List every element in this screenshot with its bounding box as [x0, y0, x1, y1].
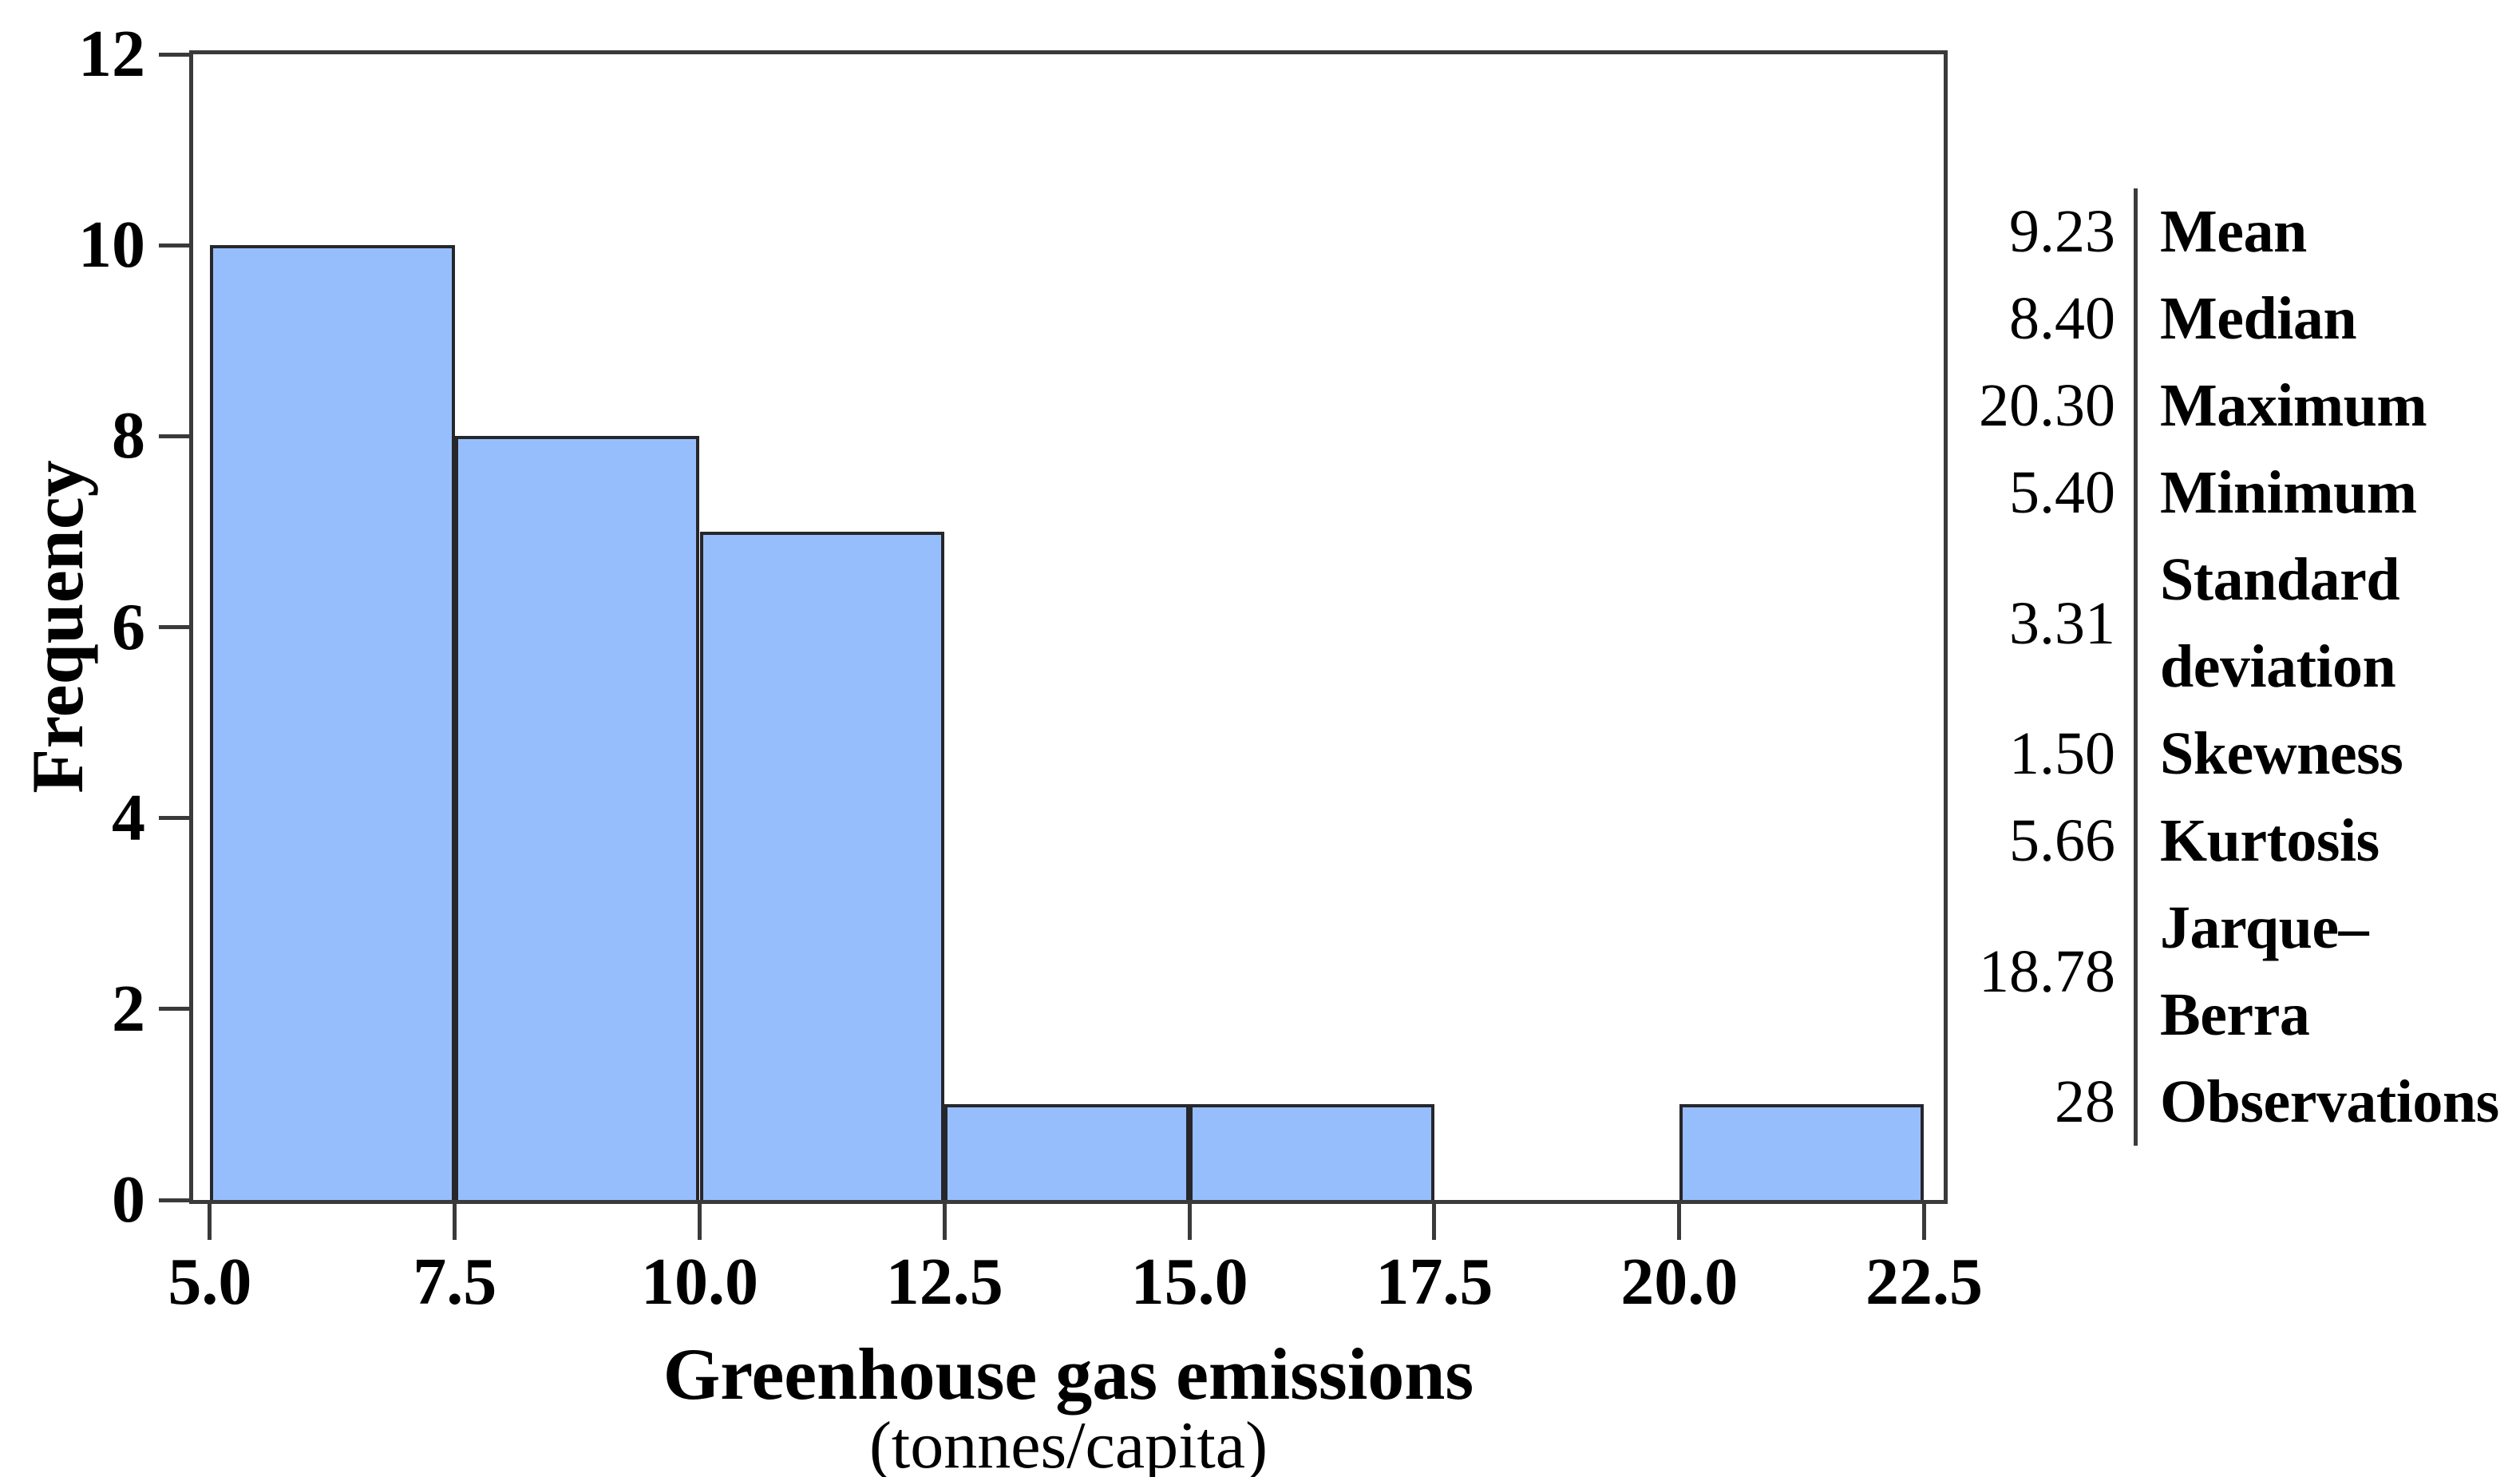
stat-label: Jarque–Berra: [2134, 885, 2514, 1059]
stat-label: Standard deviation: [2134, 537, 2400, 711]
x-axis-subtitle: (tonnes/capita): [868, 1408, 1268, 1477]
x-axis-tick: [1677, 1204, 1682, 1240]
y-axis-tick: [159, 1198, 189, 1202]
stat-label: Mean: [2134, 188, 2307, 275]
x-axis-tick-label: 12.5: [885, 1245, 1003, 1319]
stat-value: 18.78: [1979, 937, 2115, 1005]
stat-value: 5.40: [2009, 459, 2115, 526]
stat-value: 9.23: [2009, 198, 2115, 265]
stat-label: Observations: [2134, 1059, 2499, 1146]
x-axis-title: Greenhouse gas emissions: [663, 1333, 1474, 1415]
stat-value: 28: [2055, 1068, 2115, 1135]
y-axis-tick: [159, 816, 189, 821]
histogram-bar: [1679, 1104, 1925, 1200]
plot-area: 0 2 4 6 8 10 12 5.0 7.5 10.0 12.5 15.0 17.5 20.0 22.5: [78, 18, 1983, 1319]
stat-value: 8.40: [2009, 285, 2115, 352]
x-axis-tick-label: 17.5: [1375, 1245, 1493, 1319]
x-axis-tick-label: 7.5: [413, 1245, 497, 1319]
stat-label: Maximum: [2134, 362, 2427, 449]
histogram-bar: [454, 436, 700, 1200]
x-axis-tick-label: 15.0: [1130, 1245, 1248, 1319]
stat-row: 9.23 Mean: [1964, 188, 2514, 275]
histogram-bar: [1189, 1104, 1434, 1200]
stat-value: 1.50: [2009, 720, 2115, 787]
x-axis-tick: [1432, 1204, 1437, 1240]
x-axis-tick: [208, 1204, 212, 1240]
x-axis-tick-label: 22.5: [1865, 1245, 1983, 1319]
stat-row: 1.50 Skewness: [1964, 711, 2514, 798]
y-axis-tick-label: 6: [112, 589, 145, 664]
stat-row: 20.30 Maximum: [1964, 362, 2514, 449]
y-axis-tick-label: 12: [78, 17, 145, 91]
x-axis-tick: [942, 1204, 947, 1240]
stat-row: 18.78 Jarque–Berra: [1964, 885, 2514, 1059]
x-axis-tick: [698, 1204, 702, 1240]
y-axis-tick-label: 2: [112, 971, 145, 1046]
y-axis-tick: [159, 1007, 189, 1012]
x-axis-tick: [1922, 1204, 1926, 1240]
stat-row: 5.40 Minimum: [1964, 449, 2514, 537]
stat-label: Median: [2134, 275, 2357, 362]
y-axis-tick-label: 4: [112, 780, 145, 855]
y-axis-tick-label: 10: [78, 208, 145, 283]
stat-value: 3.31: [2009, 589, 2115, 657]
stat-label: Kurtosis: [2134, 798, 2380, 885]
x-axis-tick-label: 20.0: [1620, 1245, 1739, 1319]
x-axis-tick-label: 5.0: [168, 1245, 252, 1319]
x-axis-tick: [453, 1204, 457, 1240]
stat-value: 5.66: [2009, 807, 2115, 874]
y-axis-tick: [159, 625, 189, 629]
stat-row: 3.31 Standard deviation: [1964, 537, 2514, 711]
stat-row: 5.66 Kurtosis: [1964, 798, 2514, 885]
histogram-bar: [209, 245, 455, 1200]
y-axis-tick: [159, 52, 189, 57]
y-axis-tick: [159, 243, 189, 247]
stat-label: Skewness: [2134, 711, 2403, 798]
y-axis-tick-label: 8: [112, 398, 145, 473]
stat-row: 28 Observations: [1964, 1059, 2514, 1146]
stat-label: Minimum: [2134, 449, 2417, 537]
y-axis-tick: [159, 434, 189, 438]
y-axis-tick-label: 0: [112, 1162, 145, 1237]
stat-value: 20.30: [1979, 372, 2115, 439]
x-axis-tick-label: 10.0: [641, 1245, 758, 1319]
histogram-bar: [699, 531, 945, 1200]
histogram-bar: [944, 1104, 1190, 1200]
summary-statistics-panel: 9.23 Mean 8.40 Median 20.30 Maximum 5.40 Minimu…: [1964, 188, 2514, 1146]
stat-row: 8.40 Median: [1964, 275, 2514, 362]
x-axis-tick: [1187, 1204, 1192, 1240]
